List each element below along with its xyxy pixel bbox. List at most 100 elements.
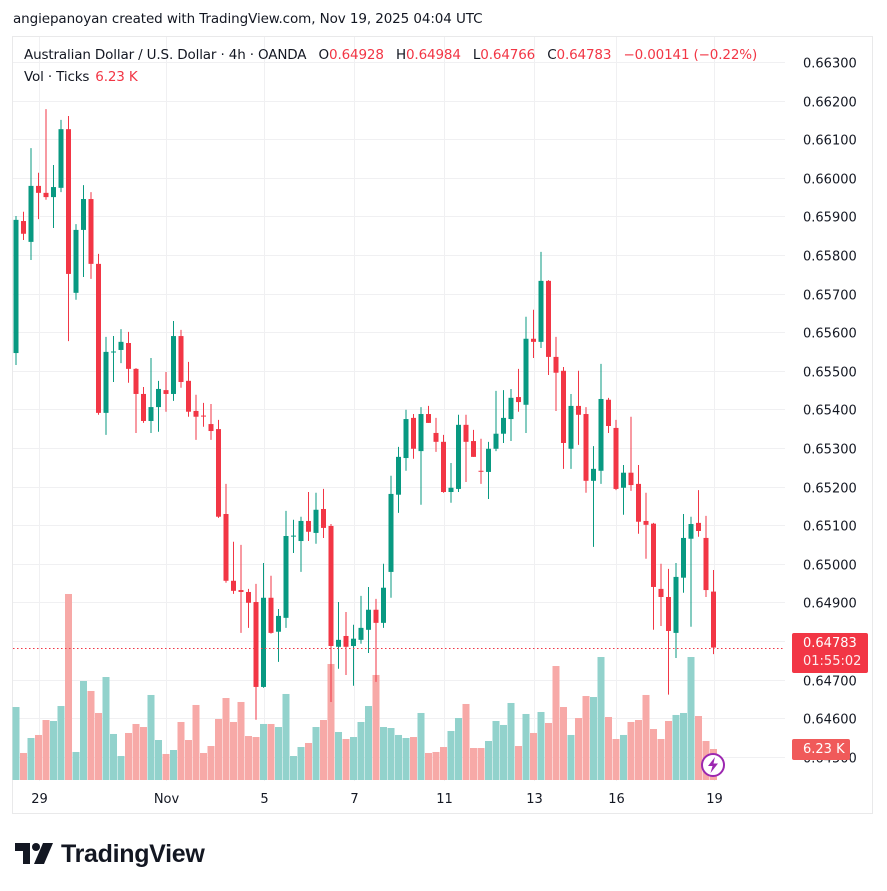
candle-body[interactable] (306, 520, 311, 532)
candle-body[interactable] (291, 535, 296, 537)
candle-body[interactable] (178, 336, 184, 382)
candle-body[interactable] (711, 591, 716, 648)
candle-body[interactable] (471, 441, 476, 457)
volume-label[interactable]: Vol · Ticks (24, 69, 90, 85)
candle-body[interactable] (186, 380, 191, 412)
candle-body[interactable] (463, 424, 469, 442)
candle-body[interactable] (358, 627, 364, 640)
candle-body[interactable] (493, 433, 499, 449)
candle-body[interactable] (103, 351, 109, 413)
candle-body[interactable] (193, 410, 199, 417)
candle-body[interactable] (216, 429, 221, 517)
candle-body[interactable] (546, 280, 551, 357)
candle-body[interactable] (636, 483, 641, 522)
candle-body[interactable] (523, 338, 529, 405)
candle-body[interactable] (658, 588, 664, 597)
candle-body[interactable] (606, 399, 611, 426)
candle-body[interactable] (673, 576, 679, 633)
candle-body[interactable] (253, 602, 259, 687)
candle-body[interactable] (81, 199, 86, 230)
candle-body[interactable] (336, 639, 341, 647)
candle-body[interactable] (208, 424, 214, 432)
candle-body[interactable] (456, 424, 461, 489)
candle-body[interactable] (141, 393, 146, 421)
candle-body[interactable] (298, 520, 304, 542)
candle-body[interactable] (613, 427, 619, 489)
candle-body[interactable] (268, 597, 274, 633)
candle-body[interactable] (388, 493, 394, 572)
candle-body[interactable] (411, 417, 416, 449)
candle-body[interactable] (13, 219, 19, 354)
candle-body[interactable] (621, 472, 626, 488)
candle-body[interactable] (231, 580, 236, 591)
candle-body[interactable] (396, 456, 401, 495)
candle-body[interactable] (201, 415, 206, 417)
candle-body[interactable] (501, 417, 506, 434)
candle-body[interactable] (568, 405, 574, 449)
candle-body[interactable] (696, 522, 701, 531)
candle-body[interactable] (88, 199, 94, 264)
candle-body[interactable] (28, 185, 34, 242)
candle-body[interactable] (403, 419, 409, 459)
candle-body[interactable] (598, 398, 604, 471)
candle-body[interactable] (111, 351, 116, 353)
candle-body[interactable] (66, 129, 71, 274)
lightning-icon[interactable] (700, 752, 726, 778)
candle-body[interactable] (441, 441, 446, 493)
candle-body[interactable] (328, 525, 334, 647)
candle-body[interactable] (516, 397, 521, 403)
candle-body[interactable] (538, 280, 544, 342)
candle-body[interactable] (643, 520, 649, 525)
candle-body[interactable] (73, 229, 79, 293)
candle-body[interactable] (478, 470, 484, 472)
candle-body[interactable] (583, 414, 589, 481)
candle-body[interactable] (36, 185, 41, 193)
candle-body[interactable] (418, 414, 424, 452)
candle-body[interactable] (238, 590, 244, 592)
candle-body[interactable] (321, 508, 326, 528)
candle-body[interactable] (133, 368, 139, 394)
candle-body[interactable] (576, 405, 581, 415)
candle-body[interactable] (58, 129, 64, 188)
candle-body[interactable] (351, 638, 356, 647)
candle-body[interactable] (21, 221, 26, 234)
candle-body[interactable] (666, 596, 671, 631)
candle-body[interactable] (366, 609, 371, 630)
tradingview-logo[interactable]: TradingView (15, 838, 205, 870)
candle-body[interactable] (148, 407, 154, 421)
candle-body[interactable] (426, 414, 431, 423)
candle-body[interactable] (628, 472, 634, 486)
candle-body[interactable] (681, 537, 686, 578)
candle-body[interactable] (343, 635, 349, 647)
candle-body[interactable] (163, 390, 169, 394)
candle-body[interactable] (373, 609, 379, 623)
candle-body[interactable] (156, 388, 161, 408)
candle-body[interactable] (96, 263, 101, 413)
candle-body[interactable] (276, 615, 281, 632)
candle-body[interactable] (51, 187, 56, 198)
candle-body[interactable] (703, 537, 709, 591)
candle-body[interactable] (118, 341, 124, 350)
chart-pane[interactable] (12, 36, 873, 814)
candle-body[interactable] (561, 370, 566, 443)
candle-body[interactable] (261, 597, 266, 687)
candle-body[interactable] (448, 487, 454, 493)
candle-body[interactable] (126, 343, 131, 369)
candle-body[interactable] (591, 468, 596, 481)
symbol-title[interactable]: Australian Dollar / U.S. Dollar · 4h · O… (24, 47, 307, 63)
candle-body[interactable] (381, 587, 386, 623)
candle-body[interactable] (508, 397, 514, 420)
candle-body[interactable] (531, 338, 536, 342)
candle-body[interactable] (313, 509, 319, 533)
candle-body[interactable] (486, 448, 491, 472)
candle-body[interactable] (171, 336, 176, 394)
candle-body[interactable] (688, 524, 694, 539)
candle-body[interactable] (43, 192, 49, 198)
candle-body[interactable] (246, 591, 251, 603)
candle-body[interactable] (553, 356, 559, 373)
candle-body[interactable] (433, 432, 439, 442)
candle-body[interactable] (651, 523, 656, 587)
candle-body[interactable] (283, 536, 289, 618)
candle-body[interactable] (223, 514, 229, 581)
